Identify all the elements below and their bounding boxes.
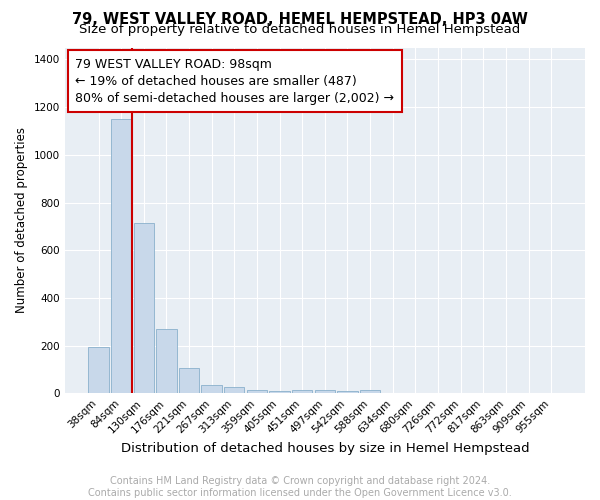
Text: Contains HM Land Registry data © Crown copyright and database right 2024.
Contai: Contains HM Land Registry data © Crown c… — [88, 476, 512, 498]
Bar — [111, 119, 131, 394]
Bar — [269, 391, 290, 394]
Bar — [224, 387, 244, 394]
Bar — [337, 392, 358, 394]
Bar — [247, 390, 267, 394]
Bar — [202, 386, 222, 394]
Bar — [292, 390, 313, 394]
X-axis label: Distribution of detached houses by size in Hemel Hempstead: Distribution of detached houses by size … — [121, 442, 529, 455]
Bar — [134, 223, 154, 394]
Bar — [156, 330, 176, 394]
Bar — [88, 347, 109, 394]
Text: 79 WEST VALLEY ROAD: 98sqm
← 19% of detached houses are smaller (487)
80% of sem: 79 WEST VALLEY ROAD: 98sqm ← 19% of deta… — [75, 58, 394, 105]
Bar — [314, 390, 335, 394]
Y-axis label: Number of detached properties: Number of detached properties — [15, 128, 28, 314]
Bar — [179, 368, 199, 394]
Text: Size of property relative to detached houses in Hemel Hempstead: Size of property relative to detached ho… — [79, 22, 521, 36]
Text: 79, WEST VALLEY ROAD, HEMEL HEMPSTEAD, HP3 0AW: 79, WEST VALLEY ROAD, HEMEL HEMPSTEAD, H… — [72, 12, 528, 28]
Bar — [360, 390, 380, 394]
